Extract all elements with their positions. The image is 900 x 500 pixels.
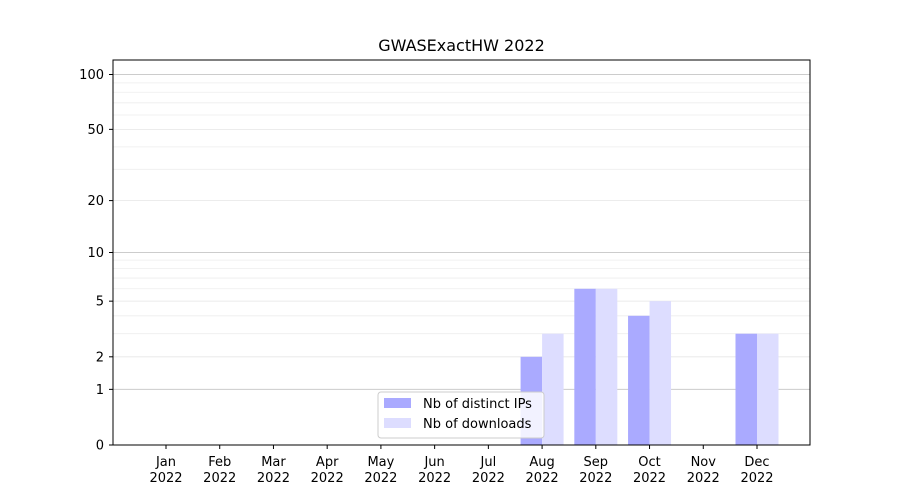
grid-lines	[113, 74, 810, 446]
legend: Nb of distinct IPs Nb of downloads	[377, 391, 545, 439]
x-tick-label-month: Mar	[261, 455, 286, 470]
x-tick-label-month: Jan	[155, 455, 176, 470]
bar-downloads	[757, 333, 779, 445]
x-tick-label-month: Dec	[744, 455, 769, 470]
x-tick-label-month: Sep	[584, 455, 609, 470]
y-tick-label: 50	[87, 123, 104, 138]
x-tick-label-year: 2022	[579, 471, 612, 486]
x-tick-label-year: 2022	[740, 471, 773, 486]
x-tick-label-month: Jun	[423, 455, 444, 470]
bar-downloads	[649, 301, 672, 445]
chart-title: GWASExactHW 2022	[378, 36, 545, 55]
x-tick-label-year: 2022	[203, 471, 236, 486]
legend-label: Nb of distinct IPs	[423, 397, 532, 412]
legend-swatch	[384, 398, 411, 408]
bar-distinct-ips	[574, 288, 596, 445]
x-tick-label-year: 2022	[418, 471, 451, 486]
x-tick-label-month: May	[367, 455, 394, 470]
bar-downloads	[542, 333, 564, 445]
y-tick-label: 2	[96, 350, 104, 365]
y-tick-label: 100	[79, 68, 104, 83]
x-tick-label-month: Feb	[208, 455, 231, 470]
bar-distinct-ips	[628, 315, 650, 445]
x-tick-label-month: Apr	[316, 455, 339, 470]
y-tick-label: 5	[96, 295, 104, 310]
x-tick-label-month: Aug	[529, 455, 554, 470]
y-tick-label: 1	[96, 383, 104, 398]
x-tick-label-month: Nov	[691, 455, 717, 470]
legend-box	[377, 391, 545, 439]
legend-swatch	[384, 418, 411, 428]
y-tick-label: 10	[87, 246, 104, 261]
x-tick-label-year: 2022	[633, 471, 666, 486]
bars	[520, 288, 779, 445]
x-tick-label-month: Oct	[638, 455, 660, 470]
x-tick-label-year: 2022	[149, 471, 182, 486]
y-axis: 0 1 2 5 10 20 50 100	[79, 68, 113, 454]
bar-distinct-ips	[735, 333, 757, 445]
bar-downloads	[595, 288, 618, 445]
x-tick-label-month: Jul	[480, 455, 497, 470]
y-tick-label: 20	[87, 194, 104, 209]
x-tick-label-year: 2022	[311, 471, 344, 486]
x-tick-label-year: 2022	[687, 471, 720, 486]
x-axis: Jan2022Feb2022Mar2022Apr2022May2022Jun20…	[149, 445, 774, 486]
x-tick-label-year: 2022	[364, 471, 397, 486]
legend-label: Nb of downloads	[423, 417, 532, 432]
x-tick-label-year: 2022	[257, 471, 290, 486]
x-tick-label-year: 2022	[472, 471, 505, 486]
y-tick-label: 0	[96, 439, 104, 454]
x-tick-label-year: 2022	[526, 471, 559, 486]
